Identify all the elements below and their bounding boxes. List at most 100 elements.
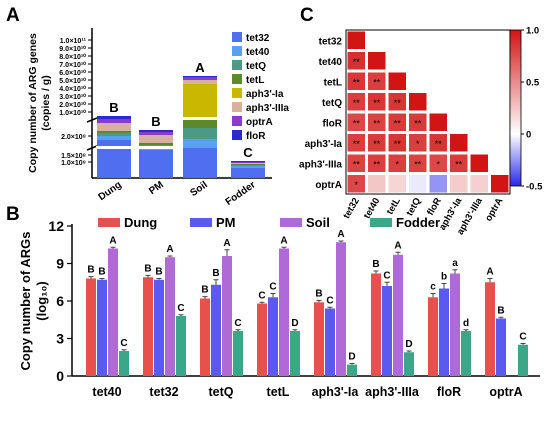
row-label: tet40: [319, 57, 343, 68]
bar: [268, 297, 278, 376]
bar: [211, 284, 221, 376]
significance-mark: **: [373, 98, 381, 108]
column-label: optrA: [483, 196, 505, 224]
category-label: tet40: [92, 385, 121, 399]
y-axis-label: (log₁₀): [34, 281, 49, 320]
stack-segment: [231, 164, 265, 165]
row-label: tetL: [324, 77, 342, 88]
heatmap-cell: [368, 72, 386, 90]
group-letter: C: [234, 318, 241, 329]
y-tick-label: 2.0×10¹⁰: [59, 101, 86, 109]
y-axis-label: (copies / g): [40, 75, 52, 130]
y-tick-label: 1.5×10⁸: [61, 153, 86, 160]
y-tick-label: 9.0×10¹⁰: [59, 45, 86, 53]
bar: [154, 279, 164, 376]
y-tick-label: 1.0×10¹⁰: [59, 109, 86, 117]
category-label: Dung: [96, 179, 123, 203]
bar: [428, 297, 438, 376]
group-letter: C: [519, 332, 526, 343]
heatmap-cell: [409, 154, 427, 172]
bar: [97, 279, 107, 376]
bar: [143, 277, 153, 376]
bar: [461, 331, 471, 376]
heatmap-cell: [368, 113, 386, 131]
heatmap-cell: [347, 93, 365, 111]
grouped-bar-chart: 0 3 6 9 12 Copy number of ARGs (log₁₀) Dung PM So…: [18, 215, 540, 399]
significance-mark: **: [455, 159, 463, 169]
group-letter: C: [383, 270, 390, 281]
group-letter: A: [280, 235, 287, 246]
stack-segment: [139, 135, 173, 143]
group-letter: D: [291, 318, 298, 329]
stack-segment: [97, 136, 131, 140]
bar: [404, 352, 414, 376]
legend-swatch: [232, 60, 242, 70]
group-letter: B: [372, 259, 379, 270]
y-tick-label: 7.0×10¹⁰: [59, 61, 86, 69]
row-label: optrA: [315, 180, 342, 191]
bar: [325, 308, 335, 376]
row-label: tetQ: [322, 98, 342, 109]
legend-swatch: [98, 218, 120, 227]
bar: [176, 316, 186, 376]
bar: [485, 282, 495, 376]
significance-mark: **: [435, 139, 443, 149]
row-label: aph3'-IIIa: [299, 159, 342, 170]
heatmap-cell: [388, 175, 406, 193]
group-letter: D: [405, 339, 412, 350]
category-label: Soil: [188, 179, 210, 199]
correlation-heatmap: **** **** ** **** ** ** **** ** ** * **** ** * ** * ***…: [299, 26, 543, 237]
category-label: aph3'-IIIa: [365, 385, 420, 399]
bar: [279, 248, 289, 376]
bar: [439, 288, 449, 376]
stack-segment: [139, 132, 173, 135]
legend-swatch: [232, 102, 242, 112]
group-letter: c: [430, 282, 436, 293]
bar: [165, 257, 175, 376]
bar: [290, 331, 300, 376]
y-tick-label: 3.0×10¹⁰: [59, 93, 86, 101]
category-label: optrA: [489, 385, 522, 399]
bar-break: [138, 146, 174, 149]
group-letter: A: [337, 229, 344, 240]
bar: [336, 242, 346, 376]
category-label: aph3'-Ia: [312, 385, 360, 399]
significance-mark: **: [394, 98, 402, 108]
group-letter: C: [326, 295, 333, 306]
heatmap-cell: [491, 175, 509, 193]
heatmap-cell: [388, 72, 406, 90]
significance-mark: *: [395, 159, 399, 169]
row-label: tet32: [319, 36, 343, 47]
group-letter: B: [98, 267, 105, 278]
category-label: tetL: [267, 385, 290, 399]
legend-label: floR: [246, 131, 266, 142]
stack-segment: [183, 84, 217, 118]
group-letter: B: [315, 288, 322, 299]
stack-segment: [139, 130, 173, 132]
legend-swatch: [232, 116, 242, 126]
group-letter: C: [243, 145, 253, 160]
panel-label-b: B: [6, 204, 20, 225]
group-letter: B: [155, 267, 162, 278]
heatmap-cell: [450, 134, 468, 152]
stack-segment: [183, 80, 217, 84]
stack-segment: [231, 165, 265, 166]
bar-break: [230, 146, 266, 149]
category-label: tetQ: [209, 385, 234, 399]
bar: [86, 278, 96, 376]
bar: [200, 298, 210, 376]
significance-mark: **: [353, 118, 361, 128]
heatmap-cell: [347, 175, 365, 193]
group-letter: A: [394, 240, 401, 251]
column-label: tet40: [362, 196, 383, 221]
bar: [496, 318, 506, 376]
y-tick-label: 3: [56, 331, 64, 347]
row-label: floR: [323, 118, 343, 129]
heatmap-cell: [347, 31, 365, 49]
y-tick-label: 0: [56, 368, 64, 384]
y-axis-label: Copy number of ARGs: [18, 232, 33, 371]
group-letter: B: [497, 305, 504, 316]
legend-swatch: [232, 32, 242, 42]
y-tick-label: 6.0×10¹⁰: [59, 69, 86, 77]
column-label: tet32: [341, 196, 362, 221]
